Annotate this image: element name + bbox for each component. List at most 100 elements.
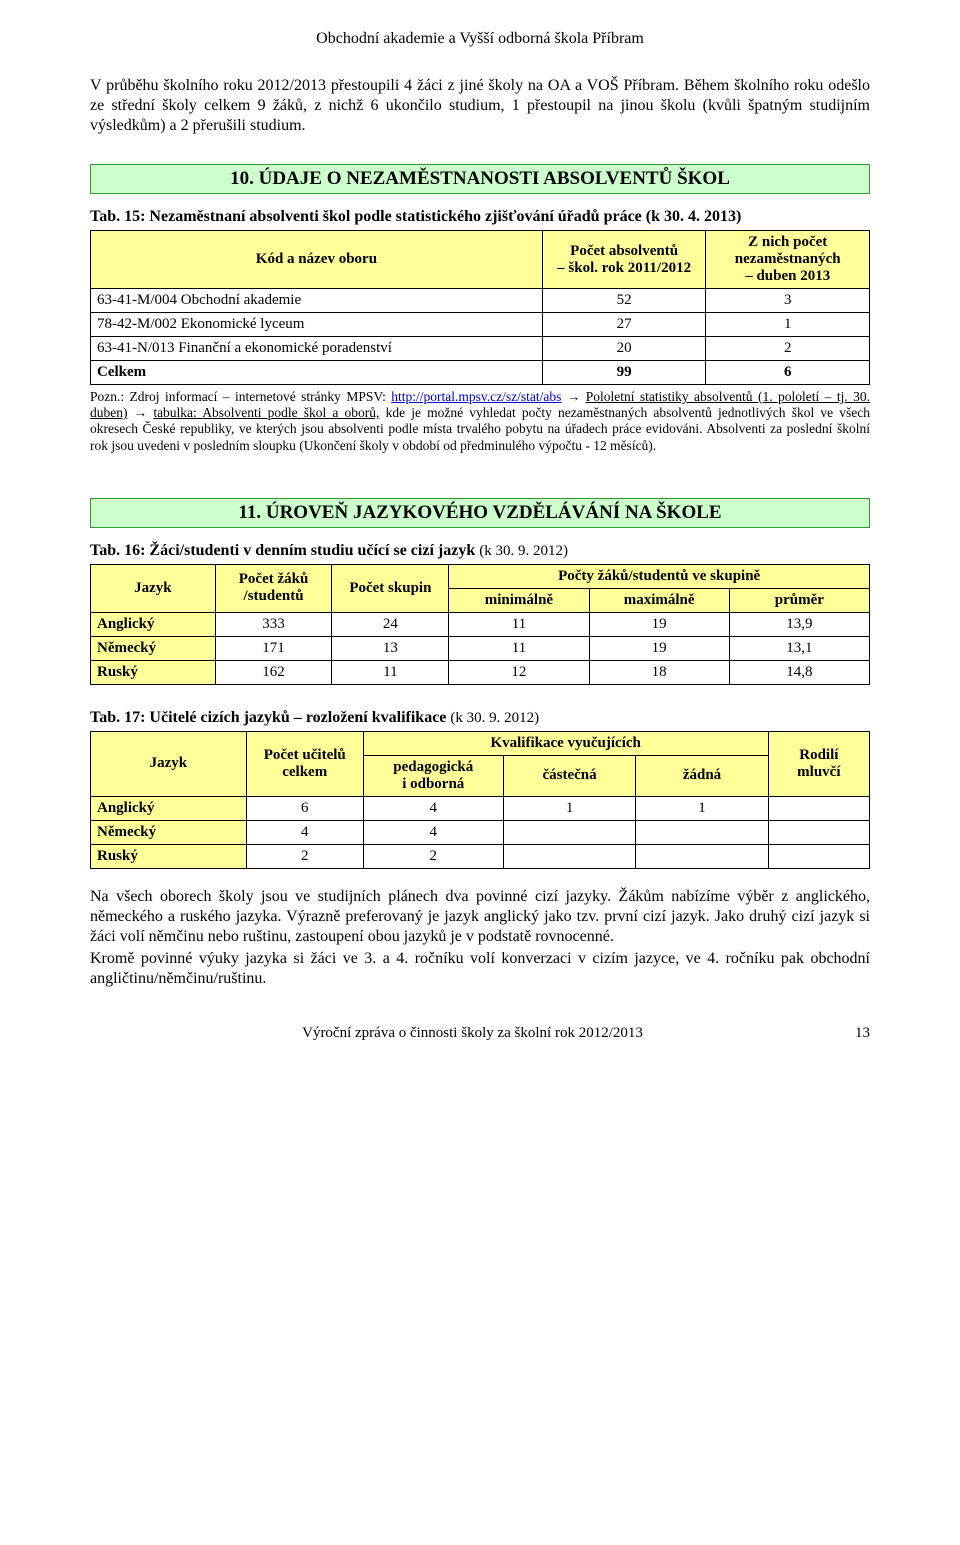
t16-h-jazyk: Jazyk [91, 564, 216, 612]
cell-unemp: 2 [706, 337, 870, 361]
t16-h-min: minimálně [449, 588, 589, 612]
note-prefix: Pozn.: Zdroj informací – internetové str… [90, 389, 391, 404]
cell-pz: 162 [215, 660, 332, 684]
cell-rod [768, 844, 869, 868]
cell-cast: 1 [503, 796, 635, 820]
table-row: Anglický6411 [91, 796, 870, 820]
cell-ped: 4 [363, 820, 503, 844]
table-row: Německý17113111913,1 [91, 636, 870, 660]
tab17-title: Tab. 17: Učitelé cizích jazyků – rozlože… [90, 709, 870, 727]
section-11-heading: 11. ÚROVEŇ JAZYKOVÉHO VZDĚLÁVÁNÍ NA ŠKOL… [90, 498, 870, 528]
table-row: Ruský22 [91, 844, 870, 868]
cell-avg: 13,1 [729, 636, 869, 660]
cell-zad: 1 [636, 796, 768, 820]
tab15-col1: Kód a název oboru [91, 231, 543, 289]
cell-pu: 6 [246, 796, 363, 820]
footer-text: Výroční zpráva o činnosti školy za školn… [302, 1025, 643, 1041]
section11-para2: Na všech oborech školy jsou ve studijníc… [90, 887, 870, 947]
t17-h-zadna: žádná [636, 755, 768, 796]
cell-total-unemp: 6 [706, 361, 870, 385]
cell-rod [768, 796, 869, 820]
t16-h-pocetzaku: Počet žáků /studentů [215, 564, 332, 612]
t17-h-kval: Kvalifikace vyučujících [363, 731, 768, 755]
cell-rod [768, 820, 869, 844]
cell-abs: 52 [542, 289, 706, 313]
tab16-title-text: Tab. 16: Žáci/studenti v denním studiu u… [90, 542, 479, 559]
table-row: 63-41-N/013 Finanční a ekonomické porade… [91, 337, 870, 361]
t16-h-pocetskupin: Počet skupin [332, 564, 449, 612]
note-arrow2: → [128, 405, 154, 420]
cell-zad [636, 844, 768, 868]
section11-para3: Kromě povinné výuky jazyka si žáci ve 3.… [90, 949, 870, 989]
cell-unemp: 3 [706, 289, 870, 313]
cell-cast [503, 820, 635, 844]
section-10-heading: 10. ÚDAJE O NEZAMĚSTNANOSTI ABSOLVENTŮ Š… [90, 164, 870, 194]
cell-total-abs: 99 [542, 361, 706, 385]
table-row: Německý44 [91, 820, 870, 844]
document-header: Obchodní akademie a Vyšší odborná škola … [90, 30, 870, 48]
cell-total-label: Celkem [91, 361, 543, 385]
tab15-note: Pozn.: Zdroj informací – internetové str… [90, 389, 870, 454]
cell-pz: 171 [215, 636, 332, 660]
cell-abs: 20 [542, 337, 706, 361]
table-row: Ruský16211121814,8 [91, 660, 870, 684]
cell-jazyk: Německý [91, 820, 247, 844]
tab15-col2: Počet absolventů – škol. rok 2011/2012 [542, 231, 706, 289]
note-ul2: tabulka: Absolventi podle škol a oborů, [153, 405, 379, 420]
t16-h-max: maximálně [589, 588, 729, 612]
t17-h-jazyk: Jazyk [91, 731, 247, 796]
table-row: 63-41-M/004 Obchodní akademie523 [91, 289, 870, 313]
cell-jazyk: Německý [91, 636, 216, 660]
tab15-col3: Z nich počet nezaměstnaných – duben 2013 [706, 231, 870, 289]
table-15: Kód a název oboru Počet absolventů – ško… [90, 230, 870, 385]
cell-min: 11 [449, 612, 589, 636]
cell-name: 63-41-N/013 Finanční a ekonomické porade… [91, 337, 543, 361]
cell-pu: 4 [246, 820, 363, 844]
tab15-title: Tab. 15: Nezaměstnaní absolventi škol po… [90, 208, 870, 226]
t16-h-pocty: Počty žáků/studentů ve skupině [449, 564, 870, 588]
intro-paragraph: V průběhu školního roku 2012/2013 přesto… [90, 76, 870, 136]
t16-h-avg: průměr [729, 588, 869, 612]
cell-min: 11 [449, 636, 589, 660]
cell-cast [503, 844, 635, 868]
cell-jazyk: Anglický [91, 612, 216, 636]
table-row-total: Celkem996 [91, 361, 870, 385]
note-arrow1: → [561, 389, 585, 404]
cell-ps: 13 [332, 636, 449, 660]
cell-jazyk: Ruský [91, 844, 247, 868]
cell-jazyk: Ruský [91, 660, 216, 684]
cell-pu: 2 [246, 844, 363, 868]
cell-jazyk: Anglický [91, 796, 247, 820]
tab17-title-text: Tab. 17: Učitelé cizích jazyků – rozlože… [90, 709, 450, 726]
cell-name: 63-41-M/004 Obchodní akademie [91, 289, 543, 313]
t17-h-rodili: Rodilí mluvčí [768, 731, 869, 796]
tab16-sub: (k 30. 9. 2012) [479, 543, 568, 559]
section-11-heading-text: 11. ÚROVEŇ JAZYKOVÉHO VZDĚLÁVÁNÍ NA ŠKOL… [238, 502, 721, 523]
cell-unemp: 1 [706, 313, 870, 337]
t17-h-ped: pedagogická i odborná [363, 755, 503, 796]
cell-ps: 11 [332, 660, 449, 684]
cell-pz: 333 [215, 612, 332, 636]
cell-max: 19 [589, 612, 729, 636]
table-16: Jazyk Počet žáků /studentů Počet skupin … [90, 564, 870, 685]
table-17: Jazyk Počet učitelů celkem Kvalifikace v… [90, 731, 870, 869]
table-row: Anglický33324111913,9 [91, 612, 870, 636]
table-row: 78-42-M/002 Ekonomické lyceum271 [91, 313, 870, 337]
t17-h-pocetuc: Počet učitelů celkem [246, 731, 363, 796]
tab17-sub: (k 30. 9. 2012) [450, 710, 539, 726]
cell-ps: 24 [332, 612, 449, 636]
cell-avg: 14,8 [729, 660, 869, 684]
note-link[interactable]: http://portal.mpsv.cz/sz/stat/abs [391, 389, 561, 404]
cell-max: 18 [589, 660, 729, 684]
cell-min: 12 [449, 660, 589, 684]
cell-abs: 27 [542, 313, 706, 337]
footer-page: 13 [855, 1025, 870, 1042]
t17-h-cast: částečná [503, 755, 635, 796]
section-10-heading-text: 10. ÚDAJE O NEZAMĚSTNANOSTI ABSOLVENTŮ Š… [230, 168, 730, 189]
footer: Výroční zpráva o činnosti školy za školn… [90, 1025, 870, 1042]
cell-ped: 2 [363, 844, 503, 868]
cell-avg: 13,9 [729, 612, 869, 636]
cell-zad [636, 820, 768, 844]
tab16-title: Tab. 16: Žáci/studenti v denním studiu u… [90, 542, 870, 560]
cell-max: 19 [589, 636, 729, 660]
